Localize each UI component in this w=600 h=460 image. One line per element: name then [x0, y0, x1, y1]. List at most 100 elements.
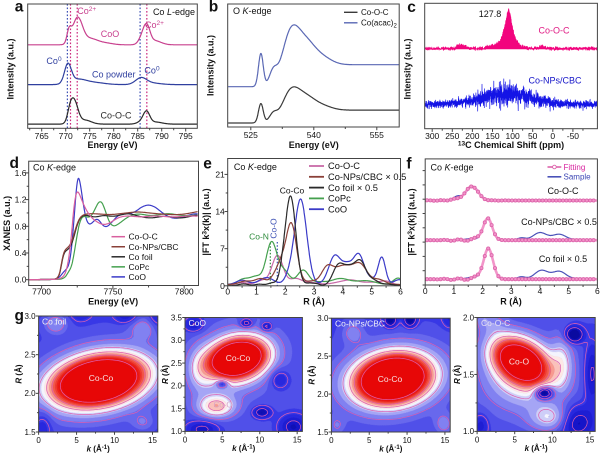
svg-text:c: c [407, 0, 416, 16]
svg-text:3.5: 3.5 [171, 313, 183, 322]
svg-text:2.5: 2.5 [171, 359, 183, 368]
svg-text:765: 765 [35, 131, 49, 141]
svg-text:50: 50 [528, 131, 538, 141]
svg-text:7800: 7800 [175, 287, 194, 297]
svg-text:0: 0 [423, 286, 428, 296]
svg-text:795: 795 [179, 131, 193, 141]
svg-text:1.5: 1.5 [317, 428, 329, 437]
svg-text:770: 770 [59, 131, 73, 141]
svg-text:150: 150 [485, 131, 499, 141]
svg-text:775: 775 [83, 131, 97, 141]
svg-text:4: 4 [538, 286, 543, 296]
svg-text:0: 0 [475, 435, 480, 444]
svg-text:a: a [15, 0, 24, 16]
svg-text:e: e [203, 156, 212, 173]
svg-text:1.0: 1.0 [463, 427, 475, 436]
svg-text:Co0: Co0 [46, 56, 62, 66]
svg-text:R (Å): R (Å) [15, 364, 24, 383]
svg-text:7700: 7700 [32, 287, 51, 297]
svg-text:15: 15 [148, 436, 157, 445]
svg-text:0.4: 0.4 [15, 248, 27, 258]
svg-text:2: 2 [480, 286, 485, 296]
svg-text:6: 6 [595, 286, 600, 296]
svg-text:Co-O: Co-O [509, 357, 530, 367]
svg-text:d: d [9, 155, 18, 172]
svg-text:780: 780 [107, 131, 121, 141]
svg-text:b: b [209, 0, 218, 16]
svg-text:Co(acac)2: Co(acac)2 [361, 19, 397, 30]
svg-text:CoO: CoO [101, 29, 120, 39]
svg-text:Co-NPs/CBC × 0.5: Co-NPs/CBC × 0.5 [328, 172, 406, 182]
svg-text:3: 3 [312, 287, 317, 297]
svg-text:13C Chemical Shift (ppm): 13C Chemical Shift (ppm) [458, 140, 564, 150]
svg-text:XANES (a.u.): XANES (a.u.) [2, 196, 12, 251]
svg-text:Co-NPs/CBC: Co-NPs/CBC [528, 75, 582, 85]
svg-text:0: 0 [183, 435, 188, 444]
svg-text:15: 15 [440, 436, 449, 445]
svg-text:5: 5 [512, 435, 517, 444]
svg-text:Co K-edge: Co K-edge [431, 163, 474, 173]
svg-text:Sample: Sample [564, 173, 592, 182]
svg-text:1.2: 1.2 [15, 195, 27, 205]
svg-text:2.0: 2.0 [171, 382, 183, 391]
svg-text:Co2+: Co2+ [145, 20, 164, 30]
svg-text:540: 540 [307, 130, 321, 140]
svg-text:Co-O-C: Co-O-C [101, 111, 132, 121]
svg-text:Co-O-C: Co-O-C [481, 318, 510, 328]
svg-text:7750: 7750 [103, 287, 122, 297]
svg-text:Co foil: Co foil [129, 252, 153, 262]
svg-text:0: 0 [36, 436, 41, 445]
svg-text:0: 0 [225, 287, 230, 297]
svg-text:Co-NPs/CBC × 0.5: Co-NPs/CBC × 0.5 [521, 217, 597, 227]
svg-text:3: 3 [509, 286, 514, 296]
svg-text:5: 5 [367, 436, 372, 445]
svg-text:Intensity (a.u.): Intensity (a.u.) [403, 38, 413, 99]
svg-text:5: 5 [220, 435, 225, 444]
svg-text:1.5: 1.5 [171, 404, 183, 413]
svg-text:k (Å-1): k (Å-1) [87, 445, 110, 454]
svg-text:1.6: 1.6 [15, 168, 27, 178]
svg-text:Energy (eV): Energy (eV) [88, 297, 138, 307]
svg-text:Fitting: Fitting [564, 163, 586, 172]
svg-text:21: 21 [215, 169, 225, 179]
svg-text:-50: -50 [567, 131, 580, 141]
svg-text:1: 1 [452, 286, 457, 296]
svg-text:Co-O: Co-O [213, 401, 232, 410]
svg-text:15: 15 [293, 435, 302, 444]
svg-text:Co K-edge: Co K-edge [33, 163, 76, 173]
svg-text:785: 785 [131, 131, 145, 141]
svg-text:1.5: 1.5 [463, 370, 475, 379]
svg-text:0.0: 0.0 [15, 275, 27, 285]
svg-text:1.0: 1.0 [171, 427, 183, 436]
svg-text:1: 1 [254, 287, 259, 297]
svg-text:Co0: Co0 [144, 66, 160, 76]
svg-text:0.8: 0.8 [15, 221, 27, 231]
svg-text:100: 100 [506, 131, 520, 141]
svg-text:f: f [406, 156, 412, 173]
svg-text:2.0: 2.0 [463, 313, 475, 322]
svg-text:Co foil: Co foil [42, 317, 66, 327]
svg-text:k (Å-1): k (Å-1) [525, 444, 548, 453]
svg-text:Co-Co: Co-Co [378, 374, 403, 384]
svg-text:2.0: 2.0 [24, 389, 36, 398]
svg-text:790: 790 [155, 131, 169, 141]
svg-text:|FT k3x(k)| (a.u.): |FT k3x(k)| (a.u.) [201, 188, 211, 255]
svg-text:R (Å): R (Å) [161, 365, 170, 384]
svg-text:CoO: CoO [129, 272, 147, 282]
svg-text:2.0: 2.0 [317, 390, 329, 399]
svg-text:Co-N: Co-N [249, 232, 269, 242]
svg-text:Co-Co: Co-Co [89, 373, 114, 383]
svg-text:0: 0 [220, 281, 225, 291]
svg-text:CoO: CoO [328, 204, 347, 214]
svg-text:Co foil × 0.5: Co foil × 0.5 [328, 183, 378, 193]
svg-text:Intensity (a.u.): Intensity (a.u.) [6, 38, 16, 99]
svg-text:Intensity (a.u.): Intensity (a.u.) [206, 35, 216, 96]
svg-text:10: 10 [548, 435, 557, 444]
svg-text:Co-O-C: Co-O-C [129, 232, 158, 242]
svg-text:2.5: 2.5 [24, 350, 36, 359]
svg-text:2: 2 [283, 287, 288, 297]
svg-text:Co-O-C: Co-O-C [328, 161, 360, 171]
svg-text:R (Å): R (Å) [303, 297, 325, 307]
svg-text:O K-edge: O K-edge [233, 6, 272, 16]
svg-text:0: 0 [550, 131, 555, 141]
